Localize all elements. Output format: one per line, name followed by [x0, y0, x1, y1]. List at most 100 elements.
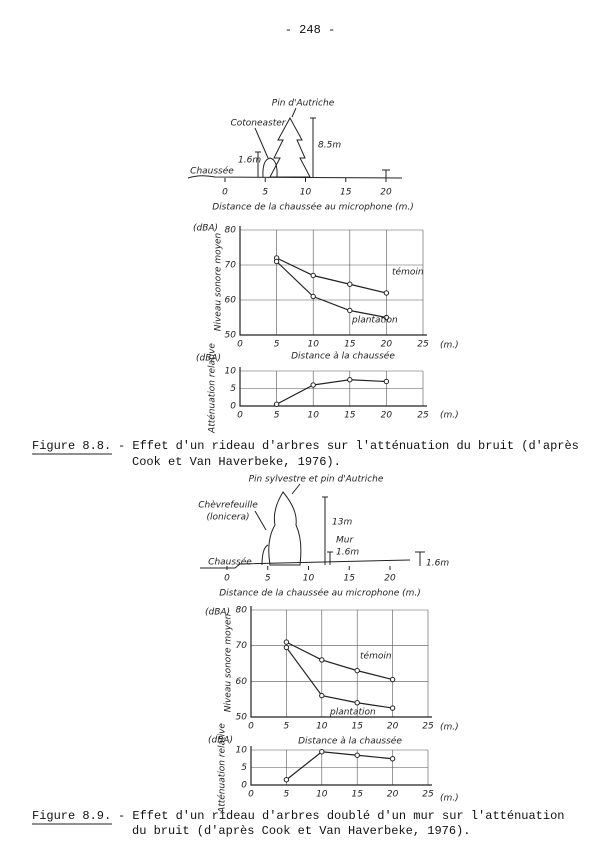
tick-label: 15 — [340, 188, 352, 198]
data-point — [347, 377, 353, 383]
data-point — [283, 644, 290, 651]
unit-label: (m.) — [440, 341, 459, 351]
diagram-label: 1.6m — [336, 548, 359, 558]
data-point — [310, 272, 316, 279]
data-point — [389, 705, 396, 711]
series-line — [285, 647, 393, 709]
x-tick-label: 20 — [387, 790, 399, 800]
axis-title: Distance de la chaussée au microphone (m… — [219, 588, 421, 599]
x-tick-label: 20 — [381, 411, 393, 421]
data-point — [354, 700, 360, 706]
y-tick-label: 10 — [225, 367, 237, 377]
unit-label: (dBA) — [193, 224, 218, 234]
caption-label: Figure 8.8. — [32, 439, 111, 453]
axis-title: Distance de la chaussée au microphone (m… — [212, 202, 414, 213]
data-point — [319, 749, 325, 755]
data-point — [273, 258, 280, 265]
tick-label: 10 — [303, 574, 315, 584]
x-tick-label: 0 — [237, 411, 243, 421]
series-line — [276, 379, 387, 405]
data-point — [347, 281, 353, 287]
x-tick-label: 25 — [422, 790, 434, 800]
diagram-label: 13m — [332, 518, 352, 528]
x-tick-label: 25 — [422, 722, 434, 732]
diagram-sketch — [187, 107, 403, 179]
x-axis-title: Distance à la chaussée — [298, 736, 402, 747]
tick-label: 5 — [265, 574, 271, 584]
y-tick-label: 70 — [236, 641, 248, 651]
x-axis-title: Distance à la chaussée — [291, 351, 395, 362]
y-tick-label: 80 — [236, 606, 248, 616]
x-tick-label: 15 — [351, 790, 363, 800]
caption-text: - Effet d'un rideau d'arbres doublé d'un… — [118, 809, 564, 823]
caption-text: - Effet d'un rideau d'arbres sur l'attén… — [118, 439, 579, 453]
y-tick-label: 0 — [241, 781, 247, 791]
data-point — [319, 657, 325, 663]
caption-text: Cook et Van Haverbeke, 1976). — [132, 455, 341, 469]
axis — [239, 226, 427, 336]
tick-label: 15 — [344, 574, 356, 584]
y-tick-label: 60 — [236, 677, 248, 687]
data-point — [383, 290, 390, 296]
x-tick-label: 20 — [381, 340, 393, 350]
series-label: plantation — [351, 316, 398, 326]
axis — [250, 606, 432, 718]
diagram-label: Pin d'Autriche — [272, 99, 335, 109]
unit-label: (dBA) — [196, 354, 221, 364]
diagram-sketch — [200, 483, 425, 569]
x-tick-label: 10 — [307, 340, 319, 350]
data-point — [383, 378, 390, 385]
x-tick-label: 5 — [284, 722, 290, 732]
x-tick-label: 20 — [387, 722, 399, 732]
unit-label: (m.) — [440, 411, 459, 421]
data-point — [273, 401, 280, 407]
data-point — [283, 777, 290, 783]
data-point — [347, 307, 353, 314]
y-tick-label: 80 — [225, 226, 237, 236]
x-tick-label: 0 — [248, 722, 254, 732]
series-line — [276, 261, 387, 319]
data-point — [319, 692, 325, 699]
x-tick-label: 15 — [344, 411, 356, 421]
diagram-label: Chaussée — [190, 166, 234, 177]
x-tick-label: 25 — [417, 411, 429, 421]
x-tick-label: 15 — [351, 722, 363, 732]
y-axis-title: Niveau sonore moyen — [214, 232, 224, 331]
diagram-label: 8.5m — [318, 141, 341, 151]
tick-label: 10 — [300, 188, 312, 198]
unit-label: (m.) — [440, 723, 459, 733]
diagram-label: Pin sylvestre et pin d'Autriche — [249, 475, 384, 485]
y-axis-title: Niveau sonore moyen — [224, 613, 234, 712]
y-tick-label: 5 — [230, 384, 236, 394]
x-tick-label: 10 — [307, 411, 319, 421]
y-tick-label: 50 — [236, 713, 248, 723]
series-label: témoin — [392, 267, 424, 278]
series-line — [286, 641, 393, 681]
tick-label: 0 — [222, 188, 228, 198]
data-point — [389, 756, 396, 762]
diagram-label: Mur — [336, 536, 354, 546]
axis — [250, 746, 432, 786]
y-tick-label: 10 — [236, 746, 248, 756]
y-tick-label: 5 — [241, 763, 247, 773]
tick-label: 5 — [262, 188, 268, 198]
data-point — [354, 667, 360, 674]
x-tick-label: 10 — [316, 790, 328, 800]
y-tick-label: 70 — [225, 261, 237, 271]
diagram-label: (lonicera) — [207, 513, 250, 523]
unit-label: (dBA) — [205, 608, 230, 618]
data-point — [283, 639, 290, 645]
x-tick-label: 5 — [274, 411, 280, 421]
diagram-label: Chaussée — [208, 557, 252, 568]
unit-label: (m.) — [440, 794, 459, 804]
x-tick-label: 10 — [316, 722, 328, 732]
unit-label: (dBA) — [208, 736, 233, 746]
x-tick-label: 0 — [248, 790, 254, 800]
y-tick-label: 50 — [225, 331, 237, 341]
data-point — [354, 752, 360, 758]
diagram-label: Cotoneaster — [230, 119, 286, 129]
y-tick-label: 60 — [225, 296, 237, 306]
tick-label: 0 — [224, 574, 230, 584]
